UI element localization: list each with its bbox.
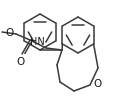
Text: O: O bbox=[6, 28, 14, 38]
Text: HN: HN bbox=[30, 37, 45, 47]
Text: O: O bbox=[17, 57, 25, 67]
Text: O: O bbox=[92, 79, 100, 89]
